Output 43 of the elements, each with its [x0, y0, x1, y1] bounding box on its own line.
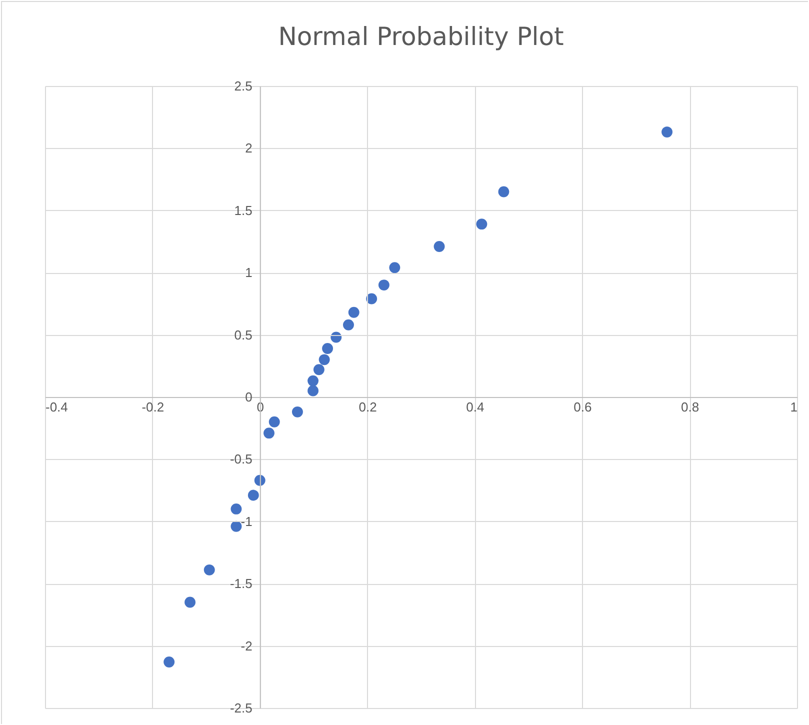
point: [476, 218, 488, 230]
point: [268, 416, 280, 428]
x-tick-label: 0.4: [466, 400, 484, 414]
point: [366, 293, 378, 304]
x-tick-label: 0.8: [681, 400, 700, 414]
point: [378, 280, 390, 291]
point: [434, 241, 445, 252]
x-tick-label: -0.2: [142, 400, 164, 414]
point: [322, 343, 334, 354]
y-tick-label: 2: [245, 140, 252, 156]
y-tick-label: -1.5: [230, 576, 252, 592]
point: [204, 564, 215, 576]
point: [248, 490, 259, 501]
x-tick-label: 1: [790, 400, 798, 414]
point: [292, 406, 303, 418]
point: [313, 364, 324, 376]
y-tick-label: 0: [245, 390, 252, 404]
point: [498, 186, 510, 198]
y-tick-label: -0.5: [230, 452, 252, 467]
x-tick-label: 0: [256, 400, 264, 414]
point: [264, 428, 274, 439]
x-tick-label: -0.4: [46, 400, 68, 414]
point: [230, 503, 242, 514]
y-tick-label: 1.5: [234, 202, 252, 218]
point: [318, 354, 330, 366]
chart-title: Normal Probability Plot: [278, 22, 564, 51]
y-tick-label: 2.5: [234, 78, 252, 94]
y-tick-label: 0.5: [234, 327, 252, 342]
point: [348, 306, 360, 318]
point: [230, 520, 242, 532]
point: [343, 319, 354, 330]
y-tick-label: -2.5: [230, 700, 252, 716]
point: [164, 656, 175, 668]
point: [308, 385, 319, 396]
point: [184, 596, 196, 608]
y-tick-label: -2: [240, 638, 252, 654]
x-tick-label: 0.6: [574, 400, 592, 414]
point: [308, 375, 319, 386]
x-tick-label: 0.2: [358, 400, 377, 414]
y-tick-label: 1: [245, 265, 252, 280]
point: [389, 262, 400, 274]
point: [662, 126, 672, 138]
y-tick-label: -1: [240, 514, 252, 529]
